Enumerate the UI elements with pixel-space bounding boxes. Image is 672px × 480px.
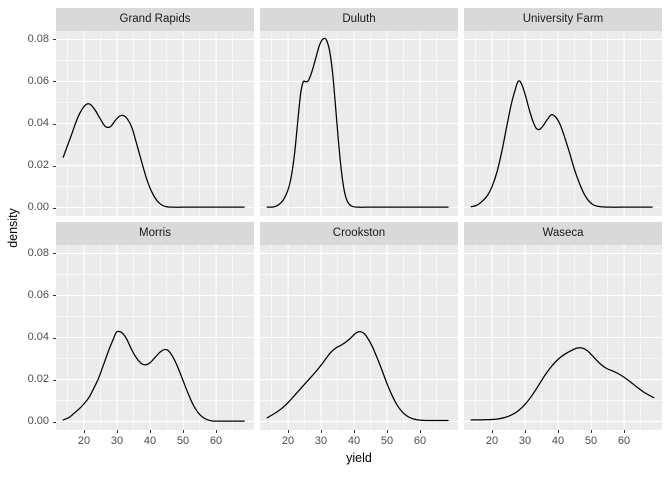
plot-panel: 0.00 0.02 0.04 0.06 0.08 20 30 40 50 60 xyxy=(28,245,254,447)
y-tick-mark xyxy=(53,81,56,83)
y-tick-label: 0.04 xyxy=(27,331,49,343)
facet-cell: Grand Rapids 0.00 0.02 0.04 0.06 0.08 xyxy=(28,8,254,216)
y-tick-label: 0.04 xyxy=(27,117,49,129)
x-tick-label: 60 xyxy=(617,435,631,447)
x-tick-label: 60 xyxy=(209,435,223,447)
major-gridlines xyxy=(56,245,254,430)
facet-strip: Morris xyxy=(56,222,254,245)
facet-strip: Grand Rapids xyxy=(56,8,254,31)
plot-panel: 20 30 40 50 60 xyxy=(464,245,662,447)
x-tick-mark xyxy=(558,430,560,433)
x-tick-label: 50 xyxy=(584,435,598,447)
x-tick-label: 30 xyxy=(314,435,328,447)
x-tick-mark xyxy=(387,430,389,433)
x-tick-label: 20 xyxy=(281,435,295,447)
x-tick-mark xyxy=(321,430,323,433)
facet-cell: Duluth xyxy=(260,8,458,216)
density-curve xyxy=(470,80,653,208)
density-curve xyxy=(62,330,245,422)
y-tick-label: 0.00 xyxy=(27,201,49,214)
x-tick-label: 20 xyxy=(485,435,499,447)
x-tick-mark xyxy=(354,430,356,433)
x-tick-label: 50 xyxy=(176,435,190,447)
facet-title: Crookston xyxy=(332,226,386,239)
x-tick-mark xyxy=(420,430,422,433)
panel-svg xyxy=(260,245,458,430)
y-tick-label: 0.06 xyxy=(27,288,49,301)
x-tick-mark xyxy=(492,430,494,433)
facet-title: University Farm xyxy=(522,12,604,25)
y-tick-label: 0.08 xyxy=(27,246,49,259)
facet-cell: Waseca 20 30 40 50 60 xyxy=(464,222,662,447)
x-tick-label: 40 xyxy=(551,435,565,447)
x-tick-label: 20 xyxy=(77,435,91,447)
plot-panel xyxy=(260,31,458,216)
x-tick-mark xyxy=(216,430,218,433)
density-curve xyxy=(62,103,245,208)
plot-panel: 20 30 40 50 60 xyxy=(260,245,458,447)
y-tick-mark xyxy=(53,421,56,423)
major-gridlines xyxy=(464,245,662,430)
panel-svg xyxy=(464,245,662,430)
y-tick-label: 0.08 xyxy=(27,32,49,45)
panel-svg xyxy=(56,31,254,216)
panel-svg xyxy=(56,245,254,430)
y-tick-mark xyxy=(53,207,56,209)
y-axis-title: density xyxy=(6,208,20,248)
facet-title: Duluth xyxy=(342,12,376,25)
major-gridlines xyxy=(260,245,458,430)
major-gridlines xyxy=(56,31,254,216)
facet-strip: Waseca xyxy=(464,222,662,245)
plot-panel xyxy=(464,31,662,216)
y-tick-mark xyxy=(53,253,56,255)
panel-svg xyxy=(260,31,458,216)
facet-strip: Duluth xyxy=(260,8,458,31)
x-tick-label: 60 xyxy=(413,435,427,447)
facet-grid: Grand Rapids 0.00 0.02 0.04 0.06 0.08 Duluth Un… xyxy=(28,8,662,447)
facet-title: Waseca xyxy=(542,226,584,239)
panel-svg xyxy=(464,31,662,216)
y-tick-label: 0.06 xyxy=(27,74,49,87)
facet-strip: Crookston xyxy=(260,222,458,245)
x-tick-label: 30 xyxy=(110,435,124,447)
major-gridlines xyxy=(464,31,662,216)
y-tick-label: 0.02 xyxy=(27,373,49,386)
x-tick-label: 50 xyxy=(380,435,394,447)
facet-cell: Morris 0.00 0.02 0.04 0.06 0.08 20 30 40 50 60 xyxy=(28,222,254,447)
density-curve xyxy=(266,37,449,208)
y-tick-mark xyxy=(53,337,56,339)
plot-panel: 0.00 0.02 0.04 0.06 0.08 xyxy=(28,31,254,216)
facet-title: Grand Rapids xyxy=(119,12,191,25)
y-tick-mark xyxy=(53,123,56,125)
y-tick-label: 0.02 xyxy=(27,159,49,172)
y-tick-mark xyxy=(53,165,56,167)
facet-cell: University Farm xyxy=(464,8,662,216)
x-tick-mark xyxy=(84,430,86,433)
density-curve xyxy=(266,330,449,422)
facet-strip: University Farm xyxy=(464,8,662,31)
facet-cell: Crookston 20 30 40 50 60 xyxy=(260,222,458,447)
y-tick-mark xyxy=(53,379,56,381)
x-tick-mark xyxy=(117,430,119,433)
y-tick-label: 0.00 xyxy=(27,415,49,428)
x-tick-label: 40 xyxy=(143,435,157,447)
x-tick-mark xyxy=(150,430,152,433)
x-tick-mark xyxy=(288,430,290,433)
x-tick-mark xyxy=(525,430,527,433)
x-tick-label: 30 xyxy=(518,435,532,447)
x-tick-mark xyxy=(183,430,185,433)
y-tick-mark xyxy=(53,295,56,297)
x-tick-mark xyxy=(591,430,593,433)
x-tick-label: 40 xyxy=(347,435,361,447)
major-gridlines xyxy=(260,31,458,216)
facet-title: Morris xyxy=(139,226,171,239)
x-tick-mark xyxy=(624,430,626,433)
density-curve xyxy=(470,347,655,421)
x-axis-title: yield xyxy=(346,451,372,465)
y-tick-mark xyxy=(53,39,56,41)
